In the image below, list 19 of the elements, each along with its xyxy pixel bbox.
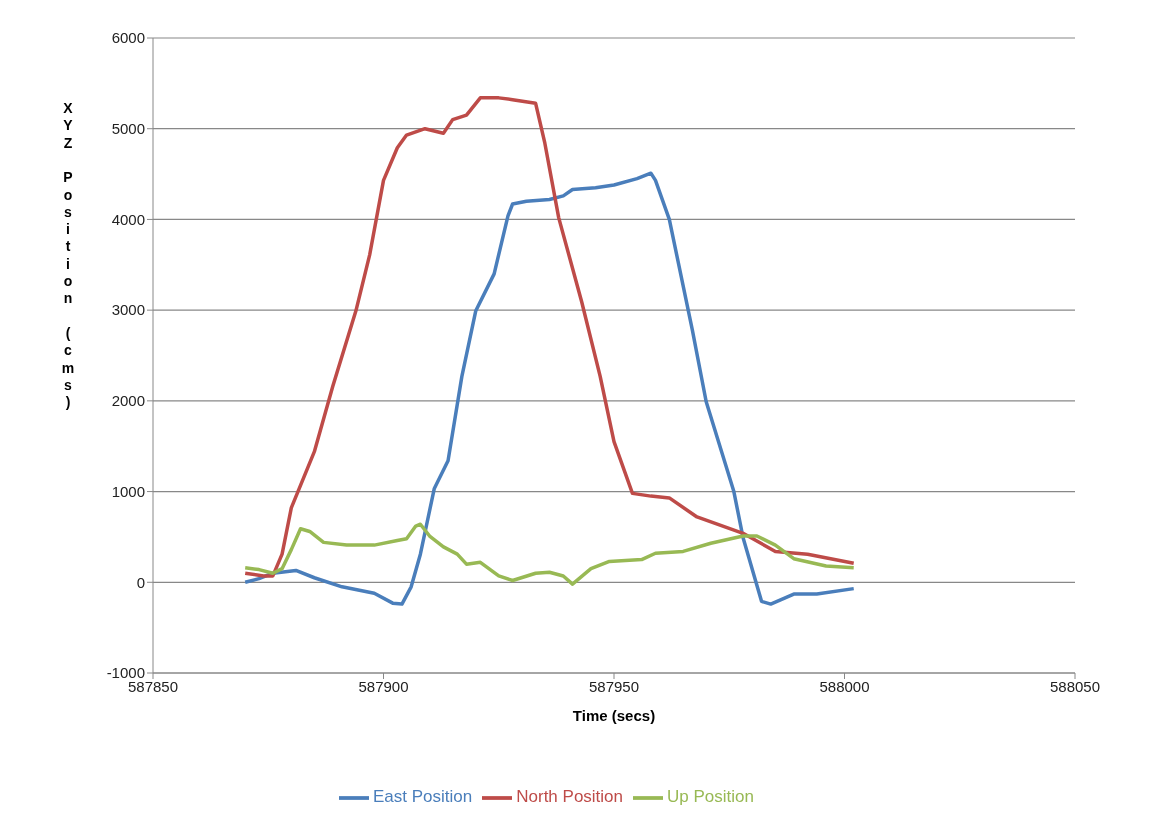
x-tick-label: 587900 (358, 677, 409, 695)
text: XYZ Position (cms) (61, 100, 75, 411)
line-series (243, 96, 856, 578)
legend-label: East Position (373, 787, 473, 807)
legend-label: North Position (516, 787, 624, 807)
line-series (243, 522, 856, 586)
y-tick-label: 6000 (111, 29, 145, 47)
x-tick-label: 588050 (1049, 677, 1101, 695)
line-series (243, 171, 856, 606)
x-tick-label: 588000 (819, 677, 870, 695)
y-tick-label: 1000 (111, 482, 145, 500)
y-tick-label: 2000 (111, 392, 145, 410)
y-tick-label: 5000 (111, 120, 145, 138)
y-tick-label: 0 (136, 573, 145, 591)
x-axis-title: Time (secs) (572, 707, 656, 724)
y-tick-label: 3000 (111, 301, 145, 319)
x-tick-label: 587950 (588, 677, 640, 695)
y-tick-label: 4000 (111, 210, 145, 228)
legend-label: Up Position (667, 787, 754, 807)
